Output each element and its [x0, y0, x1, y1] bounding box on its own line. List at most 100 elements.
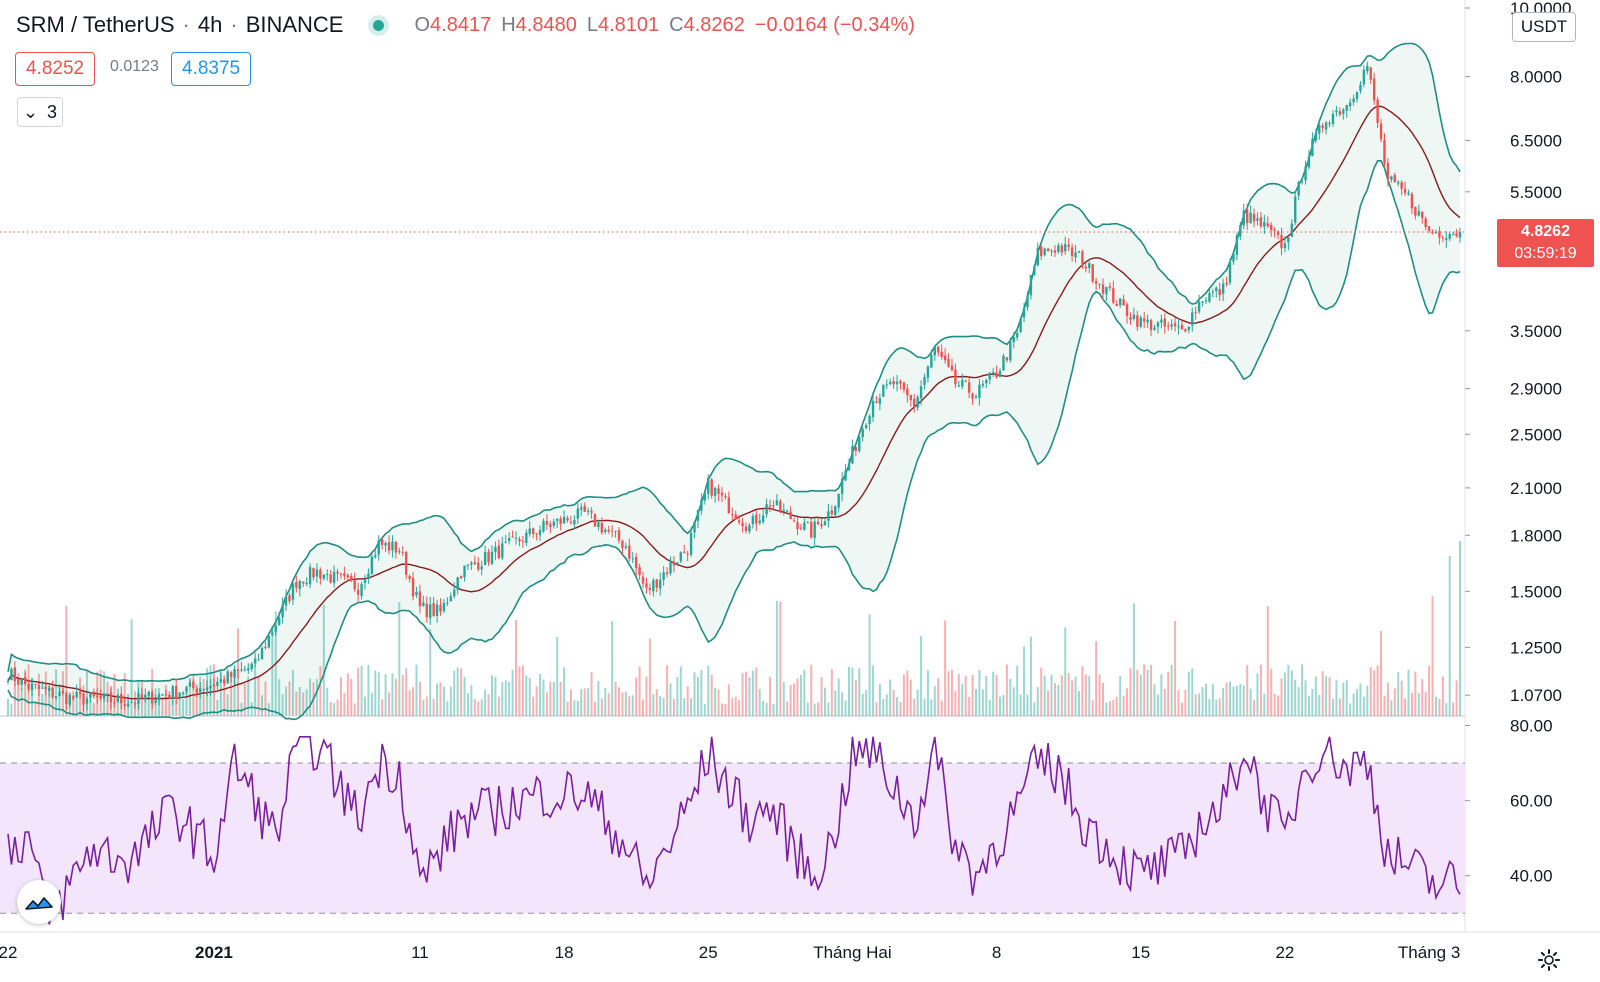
candle-body — [641, 576, 645, 584]
volume-bar — [727, 684, 730, 716]
market-status-icon[interactable] — [373, 19, 385, 31]
candle-body — [329, 574, 332, 583]
volume-bar — [1373, 670, 1376, 716]
volume-bar — [971, 674, 974, 716]
volume-bar — [1287, 664, 1290, 716]
volume-bar — [65, 605, 68, 716]
candle-body — [1441, 237, 1445, 239]
candle-body — [429, 604, 432, 618]
candle-body — [634, 557, 638, 569]
volume-bar — [1383, 695, 1386, 716]
interval-label[interactable]: 4h — [197, 12, 223, 37]
candle-body — [597, 522, 600, 528]
candle-body — [1383, 139, 1386, 164]
candle-body — [75, 691, 78, 698]
candle-body — [737, 520, 741, 523]
volume-bar — [1376, 665, 1379, 716]
volume-bar — [1112, 699, 1115, 716]
candle-body — [133, 703, 137, 705]
candle-body — [1180, 324, 1184, 330]
candle-body — [1029, 275, 1033, 296]
candle-body — [1156, 322, 1160, 327]
candle-body — [514, 537, 518, 539]
candle-body — [432, 603, 435, 616]
candle-body — [569, 521, 573, 523]
volume-bar — [542, 679, 545, 716]
candle-body — [652, 580, 655, 592]
volume-bar — [1081, 666, 1084, 716]
symbol-name[interactable]: SRM / TetherUS — [16, 12, 175, 37]
candle-body — [480, 566, 483, 570]
candle-body — [1211, 291, 1215, 293]
candle-body — [1445, 238, 1448, 240]
candle-body — [961, 379, 964, 387]
candle-body — [435, 604, 439, 616]
candle-body — [240, 669, 243, 671]
candle-body — [1088, 263, 1091, 268]
candle-body — [813, 521, 816, 538]
volume-bar — [693, 672, 696, 716]
candle-body — [473, 562, 477, 565]
volume-bar — [576, 700, 579, 716]
indicator-count: 3 — [47, 102, 58, 122]
currency-button[interactable]: USDT — [1512, 12, 1576, 42]
volume-bar — [1053, 683, 1056, 716]
candle-body — [1046, 248, 1050, 252]
candle-body — [528, 528, 531, 534]
tradingview-logo[interactable] — [17, 880, 61, 924]
indicators-toggle-button[interactable]: ⌄ 3 — [17, 97, 63, 127]
volume-bar — [1294, 679, 1297, 716]
volume-bar — [20, 687, 23, 716]
volume-bar — [1455, 680, 1458, 716]
volume-bar — [1016, 665, 1019, 716]
candle-body — [123, 704, 126, 707]
candle-body — [332, 571, 336, 584]
volume-bar — [964, 675, 967, 716]
buy-price-button[interactable]: 4.8375 — [171, 52, 252, 86]
candle-body — [1331, 113, 1335, 124]
volume-bar — [13, 669, 16, 716]
volume-bar — [535, 686, 538, 716]
candle-body — [562, 516, 566, 524]
volume-bar — [1150, 664, 1153, 716]
candle-body — [102, 693, 106, 699]
candle-body — [700, 499, 703, 511]
volume-bar — [1239, 684, 1242, 716]
candle-body — [590, 510, 593, 513]
volume-bar — [1139, 674, 1142, 716]
price-tick-label: 6.5000 — [1510, 131, 1562, 150]
symbol-legend[interactable]: SRM / TetherUS · 4h · BINANCE O4.8417 H4… — [16, 12, 915, 38]
candle-body — [449, 596, 453, 602]
volume-bar — [405, 668, 408, 716]
candle-body — [356, 589, 360, 595]
candle-body — [47, 687, 51, 691]
volume-bar — [1438, 698, 1441, 716]
volume-bar — [1359, 683, 1362, 716]
candle-body — [181, 692, 185, 695]
volume-bar — [878, 683, 881, 716]
candle-body — [260, 647, 264, 660]
volume-bar — [17, 673, 20, 716]
volume-bar — [1043, 675, 1046, 716]
settings-gear-icon[interactable] — [1537, 948, 1561, 972]
candle-body — [864, 425, 868, 429]
volume-bar — [319, 666, 322, 716]
volume-bar — [686, 686, 689, 716]
candle-body — [854, 447, 858, 451]
legend-separator: · — [182, 12, 190, 37]
candle-body — [1369, 67, 1372, 80]
candle-body — [1081, 251, 1084, 268]
sell-price-button[interactable]: 4.8252 — [15, 52, 96, 86]
volume-bar — [1393, 688, 1396, 716]
candle-body — [229, 672, 233, 677]
candle-body — [919, 386, 923, 399]
volume-bar — [580, 689, 583, 716]
candle-body — [411, 578, 415, 597]
volume-bar — [123, 673, 126, 716]
volume-bar — [748, 677, 751, 716]
volume-bar — [889, 679, 892, 716]
volume-bar — [48, 685, 51, 716]
candle-body — [501, 543, 504, 558]
volume-bar — [398, 602, 401, 716]
